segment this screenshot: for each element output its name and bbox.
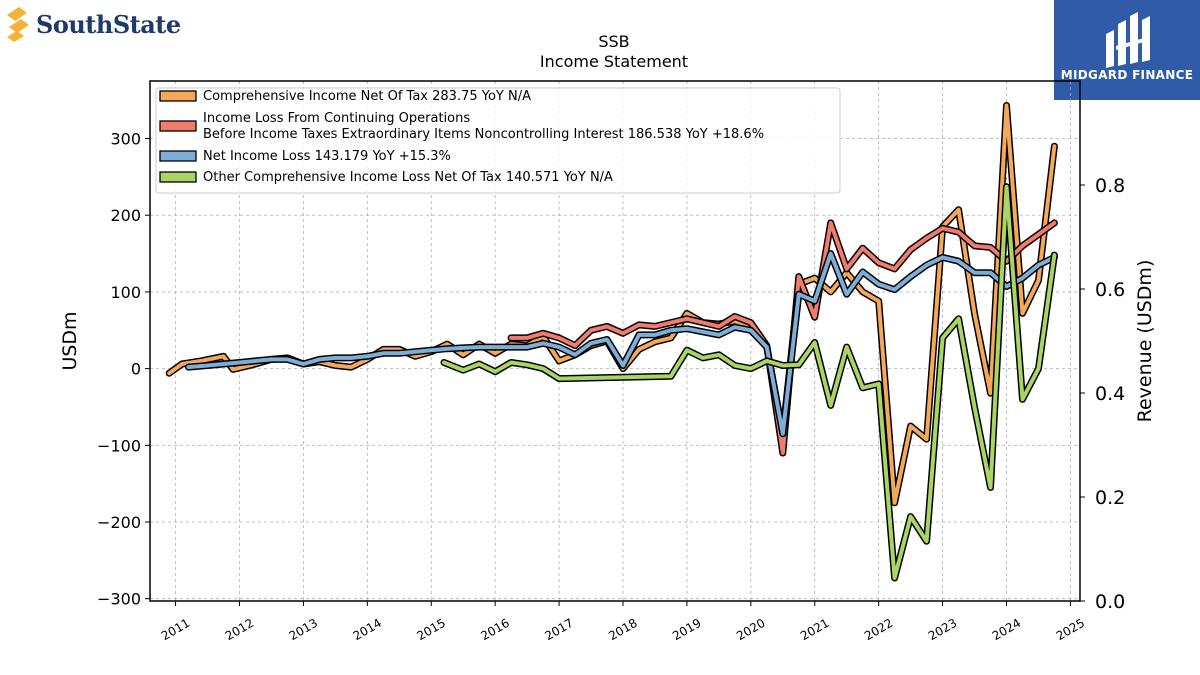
y2-tick-label: 0.8 (1095, 175, 1125, 197)
x-tick-label: 2013 (287, 616, 320, 643)
plot-frame (149, 80, 1081, 602)
y-tick-label: −100 (97, 436, 141, 455)
y-axis-label: USDm (59, 311, 81, 370)
series-line-2 (186, 251, 1057, 436)
southstate-wordmark: SouthState (36, 9, 181, 39)
midgard-finance-logo: MIDGARD FINANCE (1054, 0, 1200, 100)
x-tick-label: 2023 (926, 616, 959, 643)
series-lines (165, 102, 1058, 582)
legend-swatch-3 (159, 171, 197, 183)
y-tick-label: −300 (97, 590, 141, 609)
x-tick-label: 2017 (542, 616, 575, 643)
y-tick-label: 300 (110, 130, 141, 149)
series-line-3 (442, 184, 1057, 580)
y2-tick-label: 0.6 (1095, 279, 1125, 301)
legend-box (155, 87, 841, 194)
y2-axis-label: Revenue (USDm) (1134, 260, 1156, 423)
y2-tick-label: 0.0 (1095, 591, 1125, 613)
series-outline-2 (184, 250, 1058, 438)
y-tick-label: −200 (97, 513, 141, 532)
chart-title: SSB (598, 32, 629, 51)
x-tick-label: 2018 (606, 616, 639, 643)
legend-swatch-0 (159, 90, 197, 102)
x-tick-label: 2021 (798, 616, 831, 643)
y2-tick-label: 0.4 (1095, 383, 1125, 405)
legend-label-1: Before Income Taxes Extraordinary Items … (203, 127, 764, 142)
x-tick-label: 2019 (670, 616, 703, 643)
legend-label-1: Income Loss From Continuing Operations (203, 111, 470, 126)
southstate-logo: SouthState (4, 4, 181, 44)
legend-label-0: Comprehensive Income Net Of Tax 283.75 Y… (203, 89, 531, 104)
x-tick-label: 2012 (223, 616, 256, 643)
y2-tick-label: 0.2 (1095, 487, 1125, 509)
y-tick-label: 0 (131, 360, 141, 379)
x-tick-label: 2024 (990, 616, 1023, 643)
x-tick-label: 2022 (862, 616, 895, 643)
x-tick-label: 2011 (159, 616, 192, 643)
legend-label-3: Other Comprehensive Income Loss Net Of T… (203, 170, 613, 185)
legend-swatch-1 (159, 120, 197, 132)
southstate-mark-icon (7, 7, 29, 42)
x-tick-label: 2014 (351, 616, 384, 643)
chart-subtitle: Income Statement (540, 52, 688, 71)
x-tick-label: 2015 (415, 616, 448, 643)
midgard-wordmark: MIDGARD FINANCE (1060, 68, 1194, 82)
y-tick-label: 100 (110, 283, 141, 302)
legend: Comprehensive Income Net Of Tax 283.75 Y… (155, 87, 841, 194)
series-line-1 (509, 220, 1057, 455)
x-tick-label: 2025 (1054, 616, 1087, 643)
x-tick-label: 2016 (478, 616, 511, 643)
x-tick-label: 2020 (734, 616, 767, 643)
y-tick-label: 200 (110, 206, 141, 225)
legend-swatch-2 (159, 150, 197, 162)
midgard-mark-icon (1106, 12, 1150, 68)
legend-label-2: Net Income Loss 143.179 YoY +15.3% (203, 149, 451, 164)
